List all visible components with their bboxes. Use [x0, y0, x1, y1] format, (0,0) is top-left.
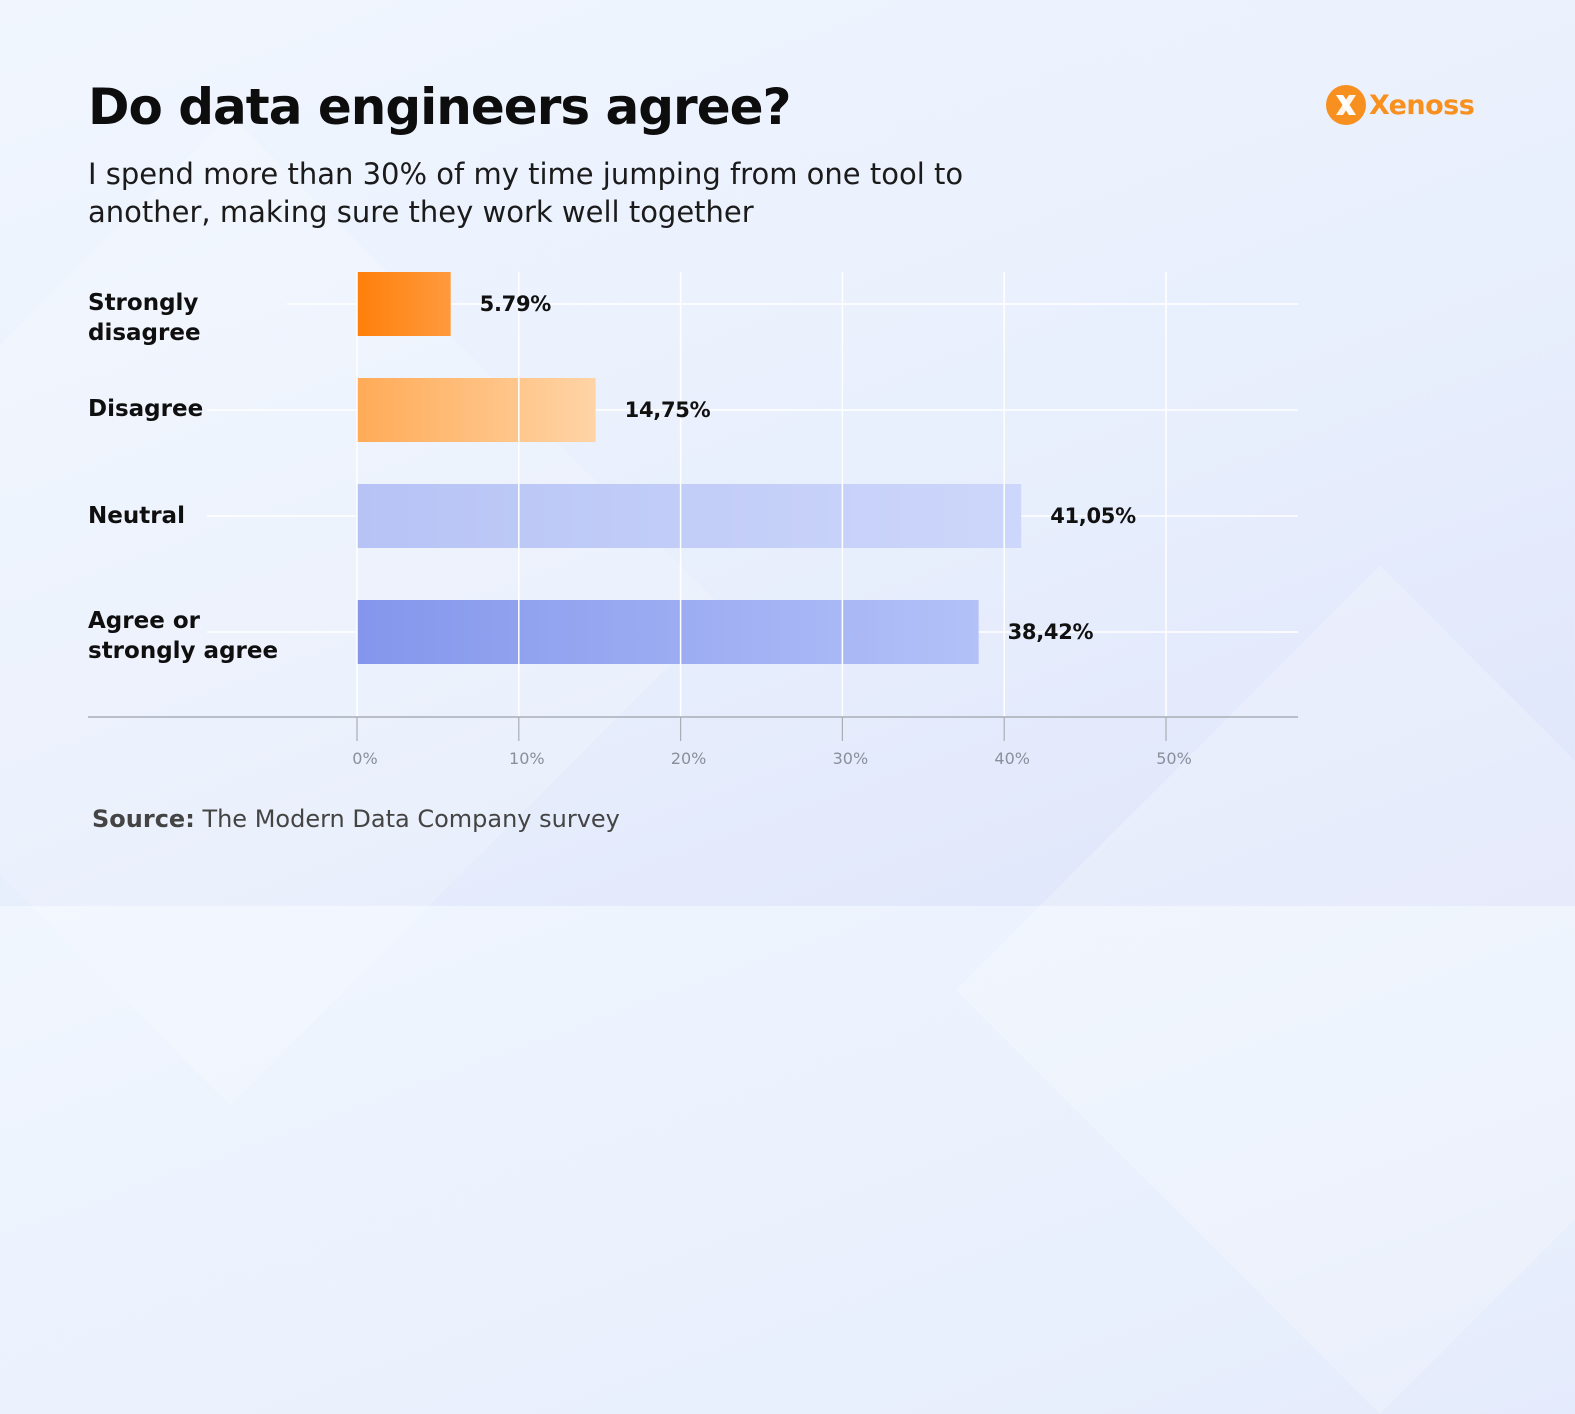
source-note: Source: The Modern Data Company survey	[92, 805, 620, 833]
bar	[357, 272, 451, 336]
x-tick-label: 10%	[509, 749, 545, 768]
category-label: Agree or strongly agree	[88, 608, 279, 664]
x-tick-label: 30%	[832, 749, 869, 768]
value-label: 41,05%	[1050, 504, 1136, 528]
bar-chart	[88, 272, 1298, 741]
source-text: The Modern Data Company survey	[202, 805, 620, 833]
category-label: Neutral	[88, 503, 185, 529]
xenoss-x-icon	[1326, 85, 1366, 125]
logo-text: Xenoss	[1369, 89, 1475, 121]
category-label: Strongly disagree	[88, 290, 201, 346]
value-label: 14,75%	[624, 398, 711, 422]
value-label: 5.79%	[479, 292, 552, 316]
source-label: Source:	[92, 805, 195, 833]
bar	[357, 484, 1022, 548]
value-label: 38,42%	[1007, 620, 1094, 644]
chart-title: Do data engineers agree?	[88, 78, 792, 136]
x-tick-label: 40%	[994, 749, 1030, 768]
x-tick-label: 0%	[352, 749, 378, 768]
x-tick-label: 50%	[1156, 749, 1192, 768]
category-label: Disagree	[88, 396, 204, 422]
bar	[357, 600, 979, 664]
chart-subtitle: I spend more than 30% of my time jumping…	[88, 157, 964, 229]
bar	[357, 378, 596, 442]
x-tick-label: 20%	[670, 749, 707, 768]
xenoss-logo: Xenoss	[1326, 84, 1475, 126]
